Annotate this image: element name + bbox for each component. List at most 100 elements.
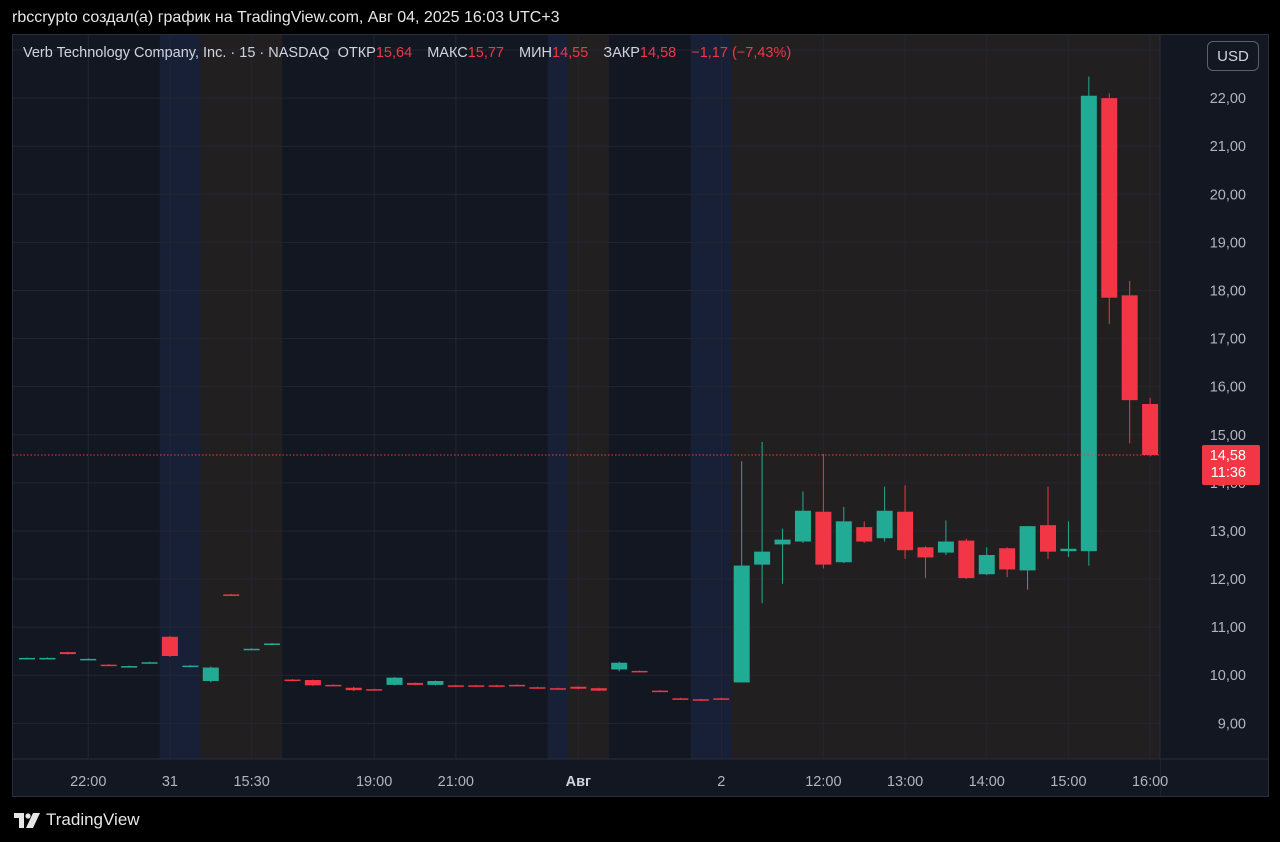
candle — [243, 648, 260, 651]
price-tick-label: 11,00 — [1211, 620, 1246, 636]
time-tick-label: 21:00 — [438, 774, 474, 790]
candle-body — [999, 548, 1016, 570]
candle — [774, 528, 791, 584]
time-tick-label: 31 — [162, 774, 178, 790]
candle-body — [856, 527, 873, 542]
candle — [978, 547, 995, 576]
candle-body — [1101, 98, 1118, 298]
candle-body — [80, 658, 97, 661]
candle-body — [427, 681, 444, 685]
candle — [325, 684, 342, 687]
time-tick-label: Авг — [566, 774, 591, 790]
currency-button[interactable]: USD — [1207, 41, 1259, 71]
price-tick-label: 16,00 — [1210, 380, 1246, 396]
candle — [386, 677, 403, 686]
candle-body — [366, 689, 383, 691]
price-tick-label: 13,00 — [1210, 524, 1246, 540]
low-value: 14,55 — [552, 45, 589, 61]
candle — [937, 520, 954, 556]
candle-body — [733, 565, 750, 683]
candle-body — [937, 541, 954, 553]
price-tick-label: 22,00 — [1210, 91, 1246, 107]
candle — [815, 454, 832, 569]
candle-body — [100, 664, 117, 667]
candle — [713, 697, 730, 700]
price-tick-label: 19,00 — [1210, 235, 1246, 251]
candle — [733, 461, 750, 683]
candle-body — [468, 685, 485, 687]
candle — [917, 546, 934, 579]
candle — [897, 485, 914, 559]
candle — [121, 665, 138, 668]
candle — [958, 538, 975, 580]
candle-body — [19, 657, 35, 660]
candle — [1060, 521, 1077, 557]
candle — [1040, 486, 1056, 559]
chart-author-caption: rbccrypto создал(а) график на TradingVie… — [12, 9, 560, 26]
premarket-session-band — [547, 35, 569, 759]
candle — [672, 697, 689, 700]
time-tick-label: 16:00 — [1132, 774, 1168, 790]
candle — [141, 661, 158, 664]
candle — [549, 687, 566, 690]
candle-body — [39, 657, 56, 660]
candle-body — [59, 652, 76, 655]
candle — [1019, 526, 1036, 590]
candle-body — [652, 690, 669, 693]
time-tick-label: 13:00 — [887, 774, 923, 790]
candlestick-chart[interactable]: 9,0010,0011,0012,0013,0014,0015,0016,001… — [13, 35, 1268, 796]
time-tick-label: 15:00 — [1050, 774, 1086, 790]
candle-body — [1121, 295, 1138, 401]
candle-body — [509, 684, 526, 687]
session-backgrounds — [159, 35, 1161, 759]
time-tick-label: 12:00 — [805, 774, 841, 790]
candle-body — [202, 667, 219, 682]
candle-body — [590, 688, 607, 691]
candle-body — [713, 698, 730, 700]
close-label: ЗАКР — [603, 45, 640, 61]
candle-body — [386, 677, 403, 685]
brand-name: TradingView — [46, 810, 140, 829]
tradingview-logo-icon — [14, 812, 40, 828]
candle — [488, 684, 505, 687]
time-tick-label: 15:30 — [233, 774, 269, 790]
price-tick-label: 15,00 — [1210, 428, 1246, 444]
candle — [427, 680, 444, 686]
open-value: 15,64 — [375, 45, 413, 61]
candle — [202, 666, 219, 683]
candle-body — [815, 511, 832, 565]
last-price-label-bg — [1202, 444, 1260, 485]
candle — [570, 686, 587, 690]
time-axis-bg — [13, 759, 1160, 796]
candle — [39, 657, 56, 660]
candle — [590, 687, 607, 692]
candle-body — [1080, 95, 1097, 552]
candle — [835, 506, 852, 564]
candle-body — [549, 688, 566, 690]
last-price-value: 14,58 — [1210, 448, 1246, 464]
candle-body — [978, 555, 995, 575]
candle — [366, 688, 383, 691]
price-tick-label: 10,00 — [1210, 668, 1246, 684]
candle-body — [917, 547, 934, 558]
time-tick-label: 14:00 — [969, 774, 1005, 790]
chart-panel[interactable]: 9,0010,0011,0012,0013,0014,0015,0016,001… — [12, 34, 1269, 797]
candle — [611, 661, 628, 672]
price-tick-label: 12,00 — [1210, 572, 1246, 588]
candle-body — [447, 685, 464, 687]
candle-body — [794, 510, 811, 542]
symbol-legend: Verb Technology Company, Inc. · 15 · NAS… — [23, 45, 802, 61]
candle-body — [243, 648, 260, 651]
candle — [999, 547, 1016, 578]
candle-body — [876, 510, 893, 539]
price-axis: 9,0010,0011,0012,0013,0014,0015,0016,001… — [1159, 35, 1268, 796]
candle-body — [570, 686, 587, 689]
candle-body — [958, 540, 975, 579]
candle — [223, 593, 240, 596]
candle-body — [529, 687, 546, 689]
premarket-session-band — [690, 35, 732, 759]
symbol-title: Verb Technology Company, Inc. · 15 · NAS… — [23, 45, 330, 61]
candle-body — [141, 662, 158, 664]
candle — [1080, 76, 1097, 566]
tradingview-brand[interactable]: TradingView — [14, 810, 140, 830]
